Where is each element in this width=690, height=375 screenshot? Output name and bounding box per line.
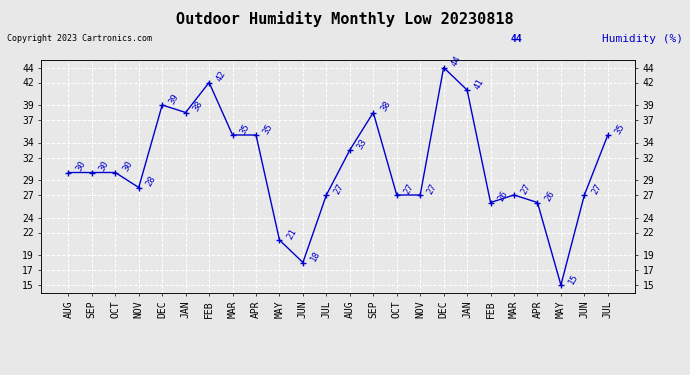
Text: 35: 35: [613, 122, 627, 136]
Text: 39: 39: [168, 92, 181, 106]
Text: 30: 30: [74, 159, 87, 173]
Text: 27: 27: [426, 182, 439, 196]
Text: 38: 38: [191, 99, 204, 113]
Text: 27: 27: [402, 182, 415, 196]
Text: 27: 27: [332, 182, 345, 196]
Text: 26: 26: [543, 189, 556, 203]
Text: Humidity (%): Humidity (%): [602, 34, 683, 44]
Text: 44: 44: [511, 34, 522, 44]
Text: 30: 30: [121, 159, 134, 173]
Text: 15: 15: [566, 272, 580, 286]
Text: 42: 42: [215, 69, 228, 83]
Text: Copyright 2023 Cartronics.com: Copyright 2023 Cartronics.com: [7, 34, 152, 43]
Text: 35: 35: [238, 122, 251, 136]
Text: 18: 18: [308, 249, 322, 263]
Text: 30: 30: [97, 159, 110, 173]
Text: 38: 38: [379, 99, 392, 113]
Text: 28: 28: [144, 174, 157, 188]
Text: 27: 27: [520, 182, 533, 196]
Text: 21: 21: [285, 227, 298, 241]
Text: 44: 44: [449, 54, 462, 68]
Text: 27: 27: [590, 182, 603, 196]
Text: 41: 41: [473, 77, 486, 91]
Text: 26: 26: [496, 189, 509, 203]
Text: Outdoor Humidity Monthly Low 20230818: Outdoor Humidity Monthly Low 20230818: [176, 11, 514, 27]
Text: 33: 33: [355, 137, 368, 151]
Text: 35: 35: [262, 122, 275, 136]
